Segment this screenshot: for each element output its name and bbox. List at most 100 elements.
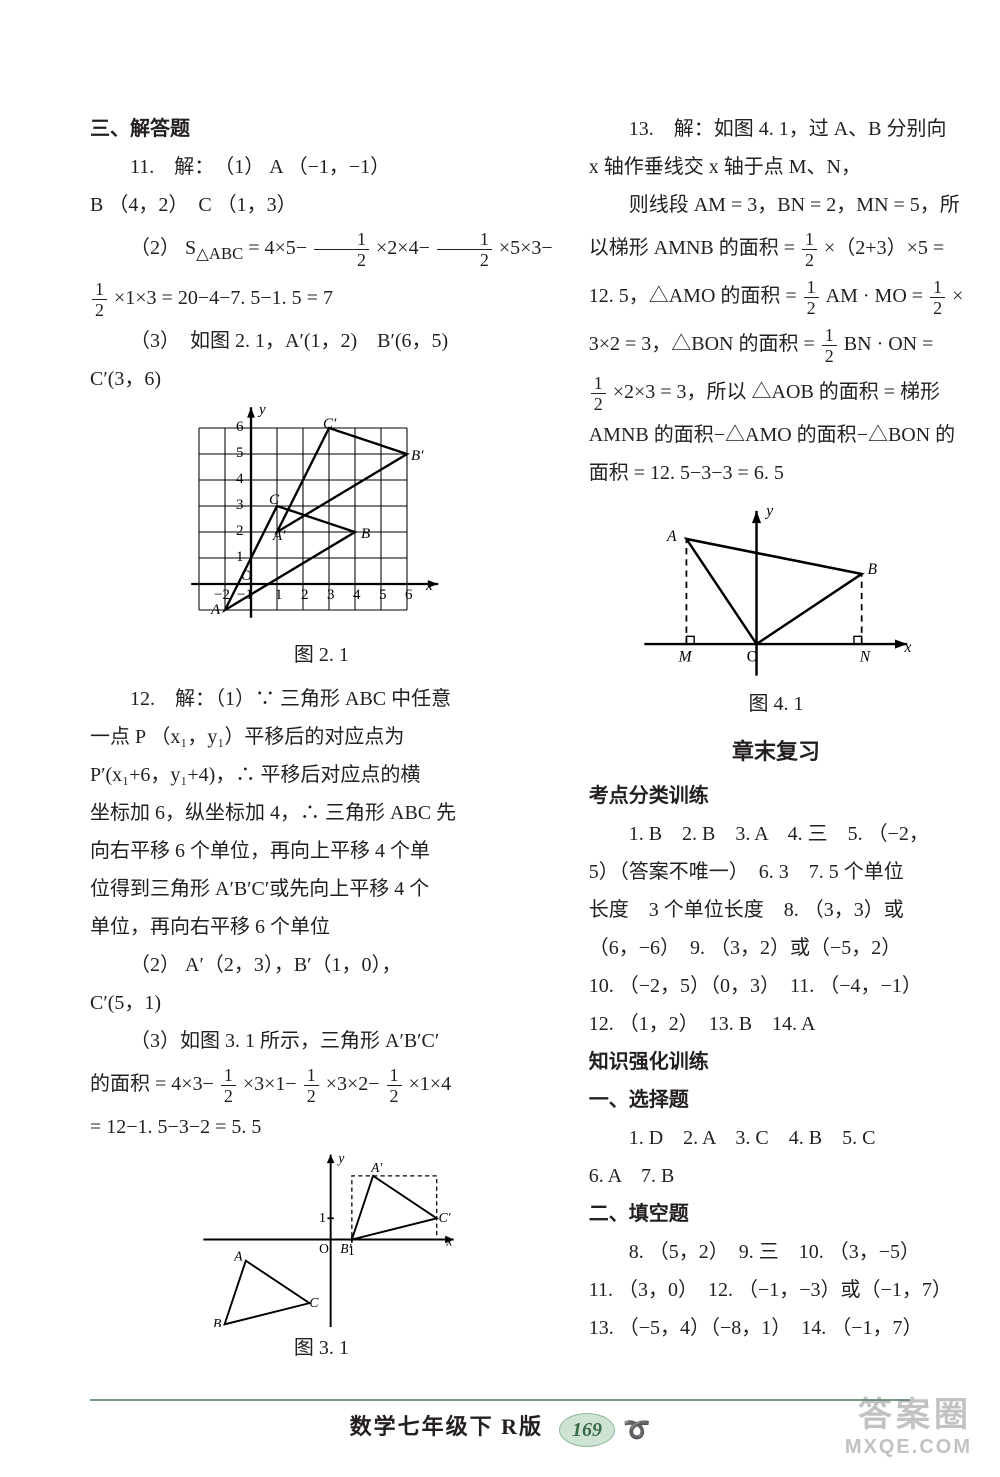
- ans-b1-l2: 6. A 7. B: [589, 1157, 964, 1195]
- ans-b2-l2: 11. （3，0） 12. （−1，−3）或（−1，7）: [589, 1271, 964, 1309]
- svg-text:6: 6: [405, 587, 413, 603]
- q12-line8: （2） A′（2，3），B′（1，0），: [90, 946, 553, 984]
- watermark-line2: MXQE.COM: [845, 1436, 972, 1459]
- left-column: 三、解答题 11. 解： （1） A （−1，−1） B （4，2） C （1，…: [90, 110, 553, 1320]
- q12-line5: 向右平移 6 个单位，再向上平移 4 个单: [90, 832, 553, 870]
- q13-line2: x 轴作垂线交 x 轴于点 M、N，: [589, 148, 964, 186]
- svg-text:1: 1: [275, 587, 283, 603]
- ans-a-l6: 12. （1，2） 13. B 14. A: [589, 1005, 964, 1043]
- svg-text:B′: B′: [411, 448, 424, 464]
- watermark-line1: 答案圈: [845, 1387, 972, 1436]
- svg-text:4: 4: [236, 471, 244, 487]
- svg-text:x: x: [425, 578, 433, 594]
- svg-text:C: C: [310, 1295, 320, 1310]
- svg-text:A: A: [666, 528, 677, 545]
- fraction-icon: 12: [804, 278, 819, 317]
- q13-line3: 则线段 AM = 3，BN = 2，MN = 5，所: [589, 186, 964, 224]
- ans-a-l4: （6，−6） 9. （3，2）或（−5，2）: [589, 929, 964, 967]
- fraction-icon: 12: [387, 1066, 402, 1105]
- b1-heading: 一、选择题: [589, 1081, 964, 1119]
- svg-text:A: A: [234, 1249, 244, 1264]
- svg-text:−1: −1: [237, 587, 253, 603]
- fraction-icon: 12: [92, 280, 107, 319]
- svg-text:1: 1: [236, 549, 244, 565]
- svg-text:y: y: [337, 1152, 345, 1165]
- svg-text:2: 2: [301, 587, 309, 603]
- ans-b2-l3: 13. （−5，4）（−8，1） 14. （−1，7）: [589, 1309, 964, 1347]
- q13-line9: 面积 = 12. 5−3−3 = 6. 5: [589, 454, 964, 492]
- q11-line6: C′(3，6): [90, 360, 553, 398]
- q12-line6: 位得到三角形 A′B′C′或先向上平移 4 个: [90, 870, 553, 908]
- page: 三、解答题 11. 解： （1） A （−1，−1） B （4，2） C （1，…: [0, 0, 1000, 1477]
- svg-text:x: x: [904, 639, 912, 656]
- q13-line4: 以梯形 AMNB 的面积 = 12 ×（2+3）×5 =: [589, 224, 964, 272]
- figure-3-1-label: 图 3. 1: [90, 1329, 553, 1367]
- two-column-layout: 三、解答题 11. 解： （1） A （−1，−1） B （4，2） C （1，…: [90, 110, 920, 1320]
- svg-text:1: 1: [319, 1210, 326, 1225]
- q11-area-line2: 12 ×1×3 = 20−4−7. 5−1. 5 = 7: [90, 274, 553, 322]
- sub-heading-a: 考点分类训练: [589, 777, 964, 815]
- svg-text:A′: A′: [371, 1160, 384, 1175]
- svg-text:3: 3: [327, 587, 335, 603]
- q12-line4: 坐标加 6，纵坐标加 4，∴ 三角形 ABC 先: [90, 794, 553, 832]
- q12-line2: 一点 P （x₁，y₁）平移后的对应点为: [90, 718, 553, 756]
- svg-text:2: 2: [236, 523, 244, 539]
- q13-line8: AMNB 的面积−△AMO 的面积−△BON 的: [589, 416, 964, 454]
- chapter-review-title: 章末复习: [589, 731, 964, 773]
- right-column: 13. 解：如图 4. 1，过 A、B 分别向 x 轴作垂线交 x 轴于点 M、…: [589, 110, 964, 1320]
- svg-text:B: B: [213, 1316, 221, 1327]
- q13-line7: 12 ×2×3 = 3，所以 △AOB 的面积 = 梯形: [589, 368, 964, 416]
- q12-line10: （3）如图 3. 1 所示，三角形 A′B′C′: [90, 1022, 553, 1060]
- svg-text:C′: C′: [323, 416, 337, 432]
- flourish-icon: ➰: [623, 1417, 650, 1443]
- fraction-icon: 12: [822, 326, 837, 365]
- svg-text:B′: B′: [341, 1241, 353, 1256]
- q11-line2: B （4，2） C （1，3）: [90, 186, 553, 224]
- svg-text:5: 5: [379, 587, 387, 603]
- fraction-icon: 12: [314, 230, 369, 269]
- svg-text:4: 4: [353, 587, 361, 603]
- q12-line9: C′(5，1): [90, 984, 553, 1022]
- svg-text:y: y: [764, 503, 773, 520]
- b2-heading: 二、填空题: [589, 1195, 964, 1233]
- svg-text:x: x: [446, 1233, 453, 1248]
- figure-4-1-label: 图 4. 1: [589, 685, 964, 723]
- q12-line1: 12. 解：（1）∵ 三角形 ABC 中任意: [90, 680, 553, 718]
- svg-text:O: O: [319, 1241, 329, 1256]
- svg-text:C: C: [269, 492, 280, 508]
- ans-b1-l1: 1. D 2. A 3. C 4. B 5. C: [589, 1119, 964, 1157]
- figure-4-1: O M N x y A B: [589, 498, 964, 683]
- svg-text:O: O: [747, 649, 758, 666]
- figure-3-1: O 1 1 xy A B C A′ B′ C′: [90, 1152, 553, 1327]
- svg-text:B: B: [361, 526, 370, 542]
- ans-a-l2: 5）（答案不唯一） 6. 3 7. 5 个单位: [589, 853, 964, 891]
- svg-text:y: y: [257, 404, 266, 418]
- svg-text:N: N: [859, 649, 872, 666]
- figure-2-1-label: 图 2. 1: [90, 636, 553, 674]
- q11-line5: （3） 如图 2. 1，A′(1，2) B′(6，5): [90, 322, 553, 360]
- q13-line1: 13. 解：如图 4. 1，过 A、B 分别向: [589, 110, 964, 148]
- q11-line1: 11. 解： （1） A （−1，−1）: [90, 148, 553, 186]
- svg-text:A′: A′: [272, 528, 286, 544]
- svg-text:5: 5: [236, 445, 244, 461]
- svg-text:M: M: [678, 649, 693, 666]
- ans-a-l1: 1. B 2. B 3. A 4. 三 5. （−2，: [589, 815, 964, 853]
- svg-text:C′: C′: [439, 1210, 452, 1225]
- section-heading: 三、解答题: [90, 110, 553, 148]
- svg-text:6: 6: [236, 419, 244, 435]
- watermark: 答案圈 MXQE.COM: [845, 1387, 972, 1459]
- fraction-icon: 12: [304, 1066, 319, 1105]
- ans-a-l5: 10. （−2，5）（0，3） 11. （−4，−1）: [589, 967, 964, 1005]
- ans-b2-l1: 8. （5，2） 9. 三 10. （3，−5）: [589, 1233, 964, 1271]
- sub-heading-b: 知识强化训练: [589, 1043, 964, 1081]
- ans-a-l3: 长度 3 个单位长度 8. （3，3）或: [589, 891, 964, 929]
- q12-line12: = 12−1. 5−3−2 = 5. 5: [90, 1108, 553, 1146]
- q13-line5: 12. 5，△AMO 的面积 = 12 AM · MO = 12 ×: [589, 272, 964, 320]
- fraction-icon: 12: [221, 1066, 236, 1105]
- page-number-badge: 169: [559, 1413, 615, 1447]
- svg-text:3: 3: [236, 497, 244, 513]
- q12-area-line: 的面积 = 4×3− 12 ×3×1− 12 ×3×2− 12 ×1×4: [90, 1060, 553, 1108]
- q11-area-line1: （2） S△ABC = 4×5− 12 ×2×4− 12 ×5×3−: [90, 224, 553, 274]
- fraction-icon: 12: [802, 230, 817, 269]
- q12-line7: 单位，再向右平移 6 个单位: [90, 908, 553, 946]
